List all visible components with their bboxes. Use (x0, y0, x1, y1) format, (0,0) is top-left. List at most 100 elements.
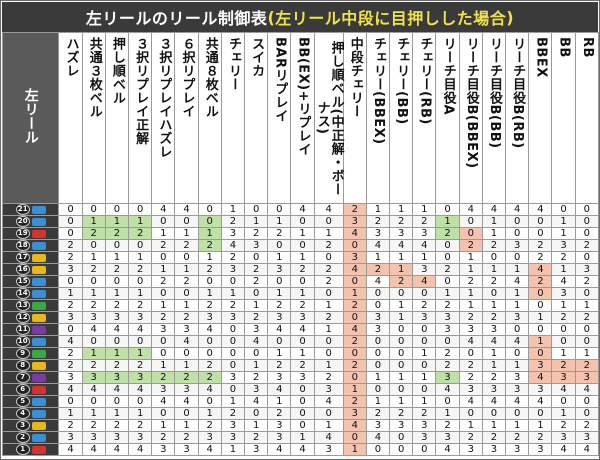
slip-count-cell: 1 (104, 347, 130, 360)
slip-count-cell: 2 (458, 359, 483, 372)
slip-count-cell: 4 (528, 395, 553, 408)
slip-count-cell: 0 (412, 323, 437, 336)
slip-count-cell: 1 (128, 251, 153, 264)
slip-count-cell: 1 (128, 287, 153, 300)
slip-count-cell: 3 (128, 431, 153, 444)
slip-count-cell: 1 (58, 407, 83, 420)
slip-count-cell: 4 (197, 323, 222, 336)
slip-count-cell: 3 (220, 371, 246, 384)
slip-count-cell: 0 (267, 203, 292, 216)
slip-count-cell: 0 (528, 215, 553, 228)
reel-symbol-icon (31, 301, 46, 310)
slip-count-cell: 2 (481, 311, 507, 324)
slip-count-cell: 4 (267, 383, 292, 396)
reel-symbol-icon (31, 217, 46, 226)
slip-count-cell: 1 (481, 263, 507, 276)
corner-label: 左リール (22, 87, 39, 144)
slip-count-cell: 3 (435, 311, 460, 324)
slip-count-cell: 2 (481, 431, 507, 444)
slip-count-cell: 0 (220, 347, 246, 360)
slip-count-cell: 3 (267, 419, 292, 432)
slip-count-cell: 2 (174, 431, 199, 444)
slip-count-cell: 2 (104, 227, 130, 240)
slip-count-cell: 4 (505, 203, 530, 216)
slip-count-cell: 0 (313, 407, 344, 420)
column-header-6: ６択リプレイ (174, 32, 199, 204)
slip-count-cell: 4 (81, 443, 106, 456)
slip-count-cell: 0 (220, 359, 246, 372)
reel-position-header: 16 (1, 263, 60, 276)
slip-count-cell: 2 (342, 359, 367, 372)
slip-count-cell: 0 (151, 407, 176, 420)
reel-symbol-icon (31, 433, 46, 442)
slip-count-cell: 2 (128, 263, 153, 276)
slip-count-cell: 0 (244, 287, 269, 300)
slip-count-cell: 1 (267, 287, 292, 300)
slip-count-cell: 1 (458, 299, 483, 312)
slip-count-cell: 1 (435, 287, 460, 300)
slip-count-cell: 0 (174, 251, 199, 264)
column-header-label: 押し順ベル(中正解・ボーナス) (314, 40, 344, 196)
slip-count-cell: 2 (389, 407, 414, 420)
slip-count-cell: 0 (244, 251, 269, 264)
slip-count-cell: 3 (104, 311, 130, 324)
slip-count-cell: 0 (104, 203, 130, 216)
slip-count-cell: 0 (58, 395, 83, 408)
slip-count-cell: 2 (220, 215, 246, 228)
slip-count-cell: 3 (267, 263, 292, 276)
slip-count-cell: 0 (342, 275, 367, 288)
slip-count-cell: 1 (81, 215, 106, 228)
slip-count-cell: 2 (104, 299, 130, 312)
slip-count-cell: 0 (435, 335, 460, 348)
reel-position-header: 2 (1, 431, 60, 444)
slip-count-cell: 1 (267, 251, 292, 264)
slip-count-cell: 1 (81, 287, 106, 300)
slip-count-cell: 3 (81, 311, 106, 324)
slip-count-cell: 4 (81, 383, 106, 396)
slip-count-cell: 0 (412, 383, 437, 396)
slip-count-cell: 3 (505, 311, 530, 324)
slip-count-cell: 1 (505, 263, 530, 276)
slip-count-cell: 2 (458, 239, 483, 252)
slip-count-cell: 1 (389, 371, 414, 384)
slip-count-cell: 3 (412, 419, 437, 432)
slip-count-cell: 3 (267, 431, 292, 444)
reel-position-header: 5 (1, 395, 60, 408)
table-row: 10 4 0 0 0 0 4 0 0 4 0 0 0 2 0 0 0 0 4 4 4 1 0 0 (1, 335, 600, 348)
slip-count-cell: 0 (220, 323, 246, 336)
slip-count-cell: 1 (151, 359, 176, 372)
slip-count-cell: 2 (481, 371, 507, 384)
table-row: 15 0 0 0 0 2 2 0 0 2 0 0 2 0 4 2 4 0 2 2 4 2 4 2 (1, 275, 600, 288)
slip-count-cell: 1 (197, 251, 222, 264)
column-header-21: BBEX (528, 32, 553, 204)
slip-count-cell: 2 (151, 311, 176, 324)
table-row: 19 0 2 2 2 1 1 1 3 2 2 1 1 4 3 3 3 2 0 1 0 0 1 0 (1, 227, 600, 240)
column-header-18: リーチ目役B(BBEX) (458, 32, 483, 204)
slip-count-cell: 4 (104, 383, 130, 396)
slip-count-cell: 0 (365, 299, 391, 312)
slip-count-cell: 1 (481, 419, 507, 432)
slip-count-cell: 0 (197, 203, 222, 216)
slip-count-cell: 0 (574, 407, 600, 420)
slip-count-cell: 0 (365, 359, 391, 372)
slip-count-cell: 2 (58, 251, 83, 264)
slip-count-cell: 0 (458, 227, 483, 240)
slip-count-cell: 0 (267, 239, 292, 252)
slip-count-cell: 0 (58, 275, 83, 288)
slip-count-cell: 4 (365, 239, 391, 252)
slip-count-cell: 2 (58, 359, 83, 372)
slip-count-cell: 2 (81, 263, 106, 276)
slip-count-cell: 0 (389, 359, 414, 372)
slip-count-cell: 4 (58, 443, 83, 456)
reel-symbol-icon (31, 361, 46, 370)
slip-count-cell: 1 (290, 227, 315, 240)
column-header-9: スイカ (244, 32, 269, 204)
slip-count-cell: 2 (435, 419, 460, 432)
reel-position-number: 16 (15, 264, 30, 275)
slip-count-cell: 3 (197, 431, 222, 444)
reel-position-header: 6 (1, 383, 60, 396)
